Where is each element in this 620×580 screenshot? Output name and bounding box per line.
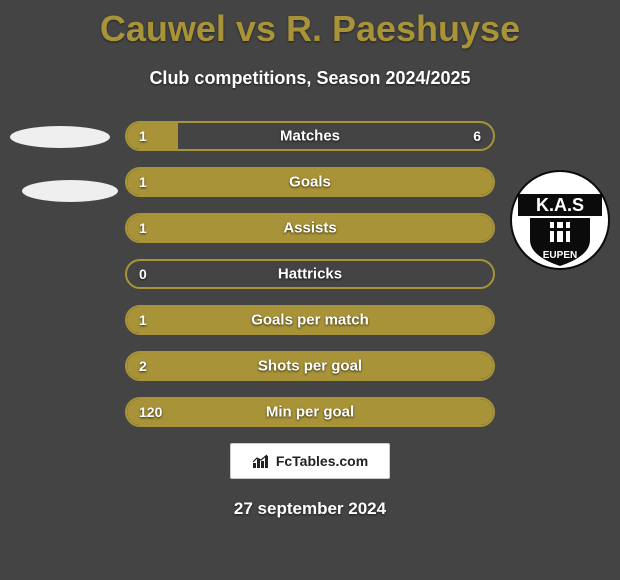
stat-label: Shots per goal xyxy=(258,358,362,375)
stat-row: 1 Matches 6 xyxy=(125,121,495,151)
stat-row: 2 Shots per goal xyxy=(125,351,495,381)
stat-label: Goals per match xyxy=(251,312,369,329)
stat-fill xyxy=(127,123,178,149)
stat-left-value: 120 xyxy=(139,404,162,420)
stat-left-value: 2 xyxy=(139,358,147,374)
stat-left-value: 1 xyxy=(139,174,147,190)
stat-left-value: 1 xyxy=(139,128,147,144)
player-left-photo-placeholder-1 xyxy=(10,126,110,148)
stat-right-value: 6 xyxy=(473,128,481,144)
date-label: 27 september 2024 xyxy=(0,499,620,519)
stat-left-value: 1 xyxy=(139,220,147,236)
source-badge-text: FcTables.com xyxy=(276,453,368,469)
stat-label: Hattricks xyxy=(278,266,342,283)
stat-row: 1 Goals per match xyxy=(125,305,495,335)
player-left-photo-placeholder-2 xyxy=(22,180,118,202)
stat-left-value: 1 xyxy=(139,312,147,328)
subtitle: Club competitions, Season 2024/2025 xyxy=(0,68,620,89)
stat-left-value: 0 xyxy=(139,266,147,282)
club-logo-top-text: K.A.S xyxy=(536,195,584,215)
stat-row: 1 Assists xyxy=(125,213,495,243)
bars-icon xyxy=(252,453,270,469)
club-logo-eupen: K.A.S EUPEN xyxy=(510,170,610,270)
page-title: Cauwel vs R. Paeshuyse xyxy=(0,0,620,50)
stat-label: Goals xyxy=(289,174,331,191)
stat-label: Matches xyxy=(280,128,340,145)
stat-label: Min per goal xyxy=(266,404,354,421)
source-badge: FcTables.com xyxy=(230,443,390,479)
club-logo-bottom-text: EUPEN xyxy=(543,250,577,261)
stat-label: Assists xyxy=(283,220,336,237)
stat-row: 120 Min per goal xyxy=(125,397,495,427)
stat-row: 1 Goals xyxy=(125,167,495,197)
stat-row: 0 Hattricks xyxy=(125,259,495,289)
stats-container: 1 Matches 6 1 Goals 1 Assists 0 Hattricks 1 Goals … xyxy=(0,121,620,427)
